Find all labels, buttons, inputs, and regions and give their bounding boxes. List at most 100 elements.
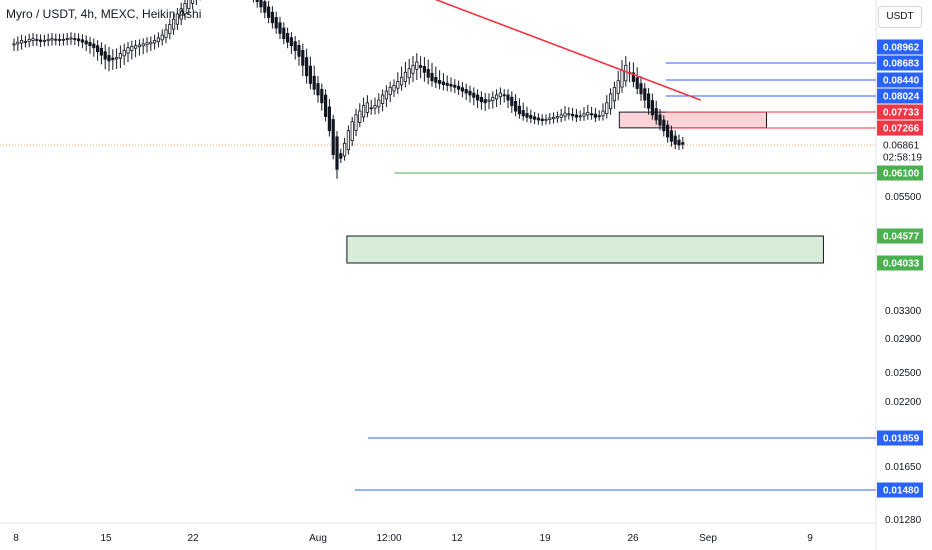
- candle-body: [77, 38, 81, 42]
- currency-button[interactable]: USDT: [878, 6, 922, 28]
- price-label: 0.08962: [883, 43, 920, 54]
- candle-body: [536, 117, 541, 121]
- candle-body: [491, 96, 495, 102]
- candle-body: [84, 40, 88, 45]
- candle-body: [342, 142, 347, 157]
- price-axis[interactable]: 0.05500 0.03300 0.02900 0.02500 0.02200 0.016…: [877, 39, 923, 527]
- chart-title: Myro / USDT, 4h, MEXC, Heikin Ashi: [6, 7, 202, 21]
- candle-body: [278, 22, 282, 34]
- price-label: 0.07266: [883, 124, 920, 135]
- candle-body: [126, 47, 130, 54]
- candle-body: [437, 80, 442, 84]
- candle-body: [316, 83, 320, 96]
- candle-body: [586, 112, 590, 116]
- candle-body: [50, 38, 54, 41]
- candle-body: [145, 42, 149, 46]
- candle-body: [149, 41, 153, 45]
- price-label: 0.01480: [883, 486, 920, 497]
- price-label: 0.08024: [883, 92, 920, 103]
- candle-body: [331, 119, 335, 156]
- candle-body: [422, 66, 427, 73]
- candle-body: [555, 116, 560, 119]
- candle-body: [27, 38, 31, 42]
- candle-body: [418, 65, 423, 68]
- y-tick-label: 0.02200: [885, 397, 922, 408]
- y-tick-label: 0.02900: [885, 334, 922, 345]
- candle-body: [65, 38, 69, 41]
- candle-body: [449, 83, 453, 87]
- candle-body: [612, 86, 617, 102]
- candle-body: [597, 115, 601, 118]
- candle-body: [525, 113, 529, 118]
- candle-body: [270, 11, 275, 24]
- x-tick-label: 12: [451, 533, 463, 544]
- candle-body: [624, 64, 628, 82]
- candle-body: [574, 114, 579, 118]
- candle-body: [582, 113, 586, 117]
- price-label-bg: [877, 88, 923, 104]
- y-tick-label: 0.05500: [885, 192, 922, 203]
- candle-body: [392, 84, 396, 92]
- candle-body: [403, 71, 408, 83]
- candle-body: [658, 114, 662, 126]
- candle-body: [350, 121, 354, 141]
- candle-body: [396, 81, 400, 89]
- candle-body: [388, 86, 392, 96]
- candle-body: [517, 105, 522, 115]
- candle-body: [160, 34, 164, 41]
- candle-body: [179, 8, 183, 20]
- candle-body: [475, 94, 480, 101]
- demand-zone[interactable]: [346, 235, 824, 264]
- price-label: 0.04577: [883, 232, 920, 243]
- candle-body: [380, 94, 385, 104]
- candle-body: [445, 82, 449, 86]
- candle-body: [16, 41, 20, 45]
- candle-body: [631, 72, 636, 82]
- candle-body: [31, 38, 35, 41]
- price-label: 0.06861: [883, 141, 920, 152]
- price-label-bg: [877, 228, 923, 244]
- candle-body: [502, 94, 506, 97]
- candle-body: [609, 93, 613, 110]
- candle-body: [373, 105, 377, 109]
- candle-body: [88, 42, 92, 47]
- candle-body: [456, 85, 461, 90]
- y-tick-label: 0.01650: [885, 462, 922, 473]
- candle-body: [552, 116, 556, 120]
- candle-body: [593, 113, 598, 118]
- candle-body: [168, 24, 172, 35]
- candle-body: [46, 38, 50, 41]
- candle-body: [358, 110, 362, 123]
- price-label-bg: [877, 165, 923, 181]
- candle-body: [453, 84, 457, 88]
- candle-body: [616, 80, 620, 94]
- candle-body: [327, 106, 332, 132]
- trendline[interactable]: [385, 0, 702, 101]
- candle-body: [346, 130, 351, 151]
- x-tick-label: 22: [187, 533, 199, 544]
- y-tick-label: 0.02500: [885, 368, 922, 379]
- x-tick-label: 15: [100, 533, 112, 544]
- y-tick-label: 0.03300: [885, 306, 922, 317]
- candle-body: [571, 113, 575, 117]
- candle-body: [335, 136, 339, 170]
- price-label-bg: [877, 55, 923, 71]
- price-label-bg: [877, 104, 923, 120]
- x-tick-label: 8: [13, 533, 19, 544]
- supply-zone[interactable]: [618, 111, 767, 129]
- candle-body: [605, 102, 609, 115]
- candle-body: [96, 45, 100, 53]
- candle-body: [115, 57, 119, 60]
- candle-body: [377, 99, 381, 108]
- x-tick-label: Sep: [699, 533, 717, 544]
- candle-body: [578, 115, 582, 118]
- candle-body: [662, 119, 666, 132]
- candle-body: [282, 27, 286, 40]
- time-axis[interactable]: 8 15 22 Aug 12:00 12 19 26 Sep 9: [13, 533, 813, 544]
- y-tick-label: 0.01280: [885, 515, 922, 526]
- candle-body: [498, 92, 503, 98]
- candle-body: [601, 110, 605, 117]
- candle-body: [426, 68, 430, 78]
- candle-body: [434, 76, 438, 83]
